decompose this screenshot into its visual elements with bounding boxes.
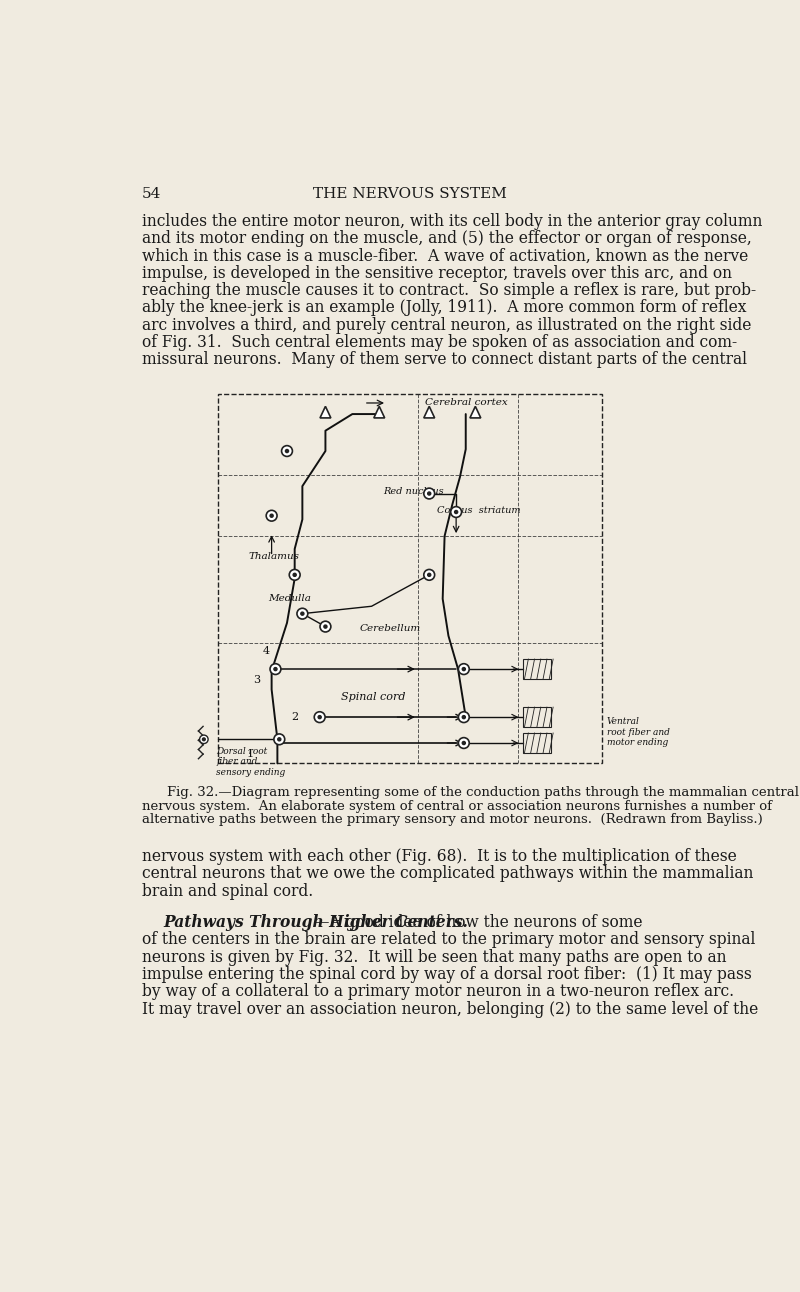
Text: nervous system.  An elaborate system of central or association neurons furnishes: nervous system. An elaborate system of c… [142,800,772,813]
Text: by way of a collateral to a primary motor neuron in a two-neuron reflex arc.: by way of a collateral to a primary moto… [142,983,734,1000]
Circle shape [450,506,462,517]
Circle shape [424,570,434,580]
Circle shape [274,734,285,744]
Text: Thalamus: Thalamus [249,552,299,561]
Circle shape [290,570,300,580]
Circle shape [314,712,325,722]
Circle shape [297,609,308,619]
Text: Corpus  striatum: Corpus striatum [437,505,521,514]
Text: impulse entering the spinal cord by way of a dorsal root fiber:  (1) It may pass: impulse entering the spinal cord by way … [142,966,752,983]
Text: nervous system with each other (Fig. 68).  It is to the multiplication of these: nervous system with each other (Fig. 68)… [142,848,737,866]
Circle shape [324,625,327,628]
Circle shape [462,742,466,744]
Text: neurons is given by Fig. 32.  It will be seen that many paths are open to an: neurons is given by Fig. 32. It will be … [142,948,726,965]
Text: Cerebellum: Cerebellum [360,624,422,633]
Circle shape [286,450,289,452]
Text: of the centers in the brain are related to the primary motor and sensory spinal: of the centers in the brain are related … [142,932,755,948]
Text: missural neurons.  Many of them serve to connect distant parts of the central: missural neurons. Many of them serve to … [142,351,747,368]
Text: Red nucleus: Red nucleus [383,487,444,496]
Text: 3: 3 [253,676,260,685]
Polygon shape [470,407,481,417]
Circle shape [301,612,304,615]
Text: Dorsal root
fiber and
sensory ending: Dorsal root fiber and sensory ending [216,747,286,776]
Circle shape [428,492,430,495]
Text: Spinal cord: Spinal cord [341,691,406,702]
Bar [523,659,551,680]
Bar [523,707,551,727]
Circle shape [428,574,430,576]
Circle shape [202,738,206,740]
Text: of Fig. 31.  Such central elements may be spoken of as association and com-: of Fig. 31. Such central elements may be… [142,335,737,351]
Polygon shape [424,407,434,417]
Text: Pathways Through Higher Centers.: Pathways Through Higher Centers. [163,913,469,930]
Text: alternative paths between the primary sensory and motor neurons.  (Redrawn from : alternative paths between the primary se… [142,813,762,826]
Text: arc involves a third, and purely central neuron, as illustrated on the right sid: arc involves a third, and purely central… [142,317,751,333]
Text: ably the knee-jerk is an example (Jolly, 1911).  A more common form of reflex: ably the knee-jerk is an example (Jolly,… [142,300,746,317]
Text: —A good idea of how the neurons of some: —A good idea of how the neurons of some [314,913,642,930]
Text: brain and spinal cord.: brain and spinal cord. [142,882,313,899]
Circle shape [270,664,281,674]
Circle shape [278,738,281,740]
Text: It may travel over an association neuron, belonging (2) to the same level of the: It may travel over an association neuron… [142,1000,758,1018]
Circle shape [458,664,470,674]
Circle shape [458,738,470,748]
Text: includes the entire motor neuron, with its cell body in the anterior gray column: includes the entire motor neuron, with i… [142,213,762,230]
Text: 4: 4 [262,646,270,655]
Circle shape [270,514,273,517]
Polygon shape [374,407,385,417]
Circle shape [458,712,470,722]
Circle shape [274,668,277,671]
Text: central neurons that we owe the complicated pathways within the mammalian: central neurons that we owe the complica… [142,866,754,882]
Circle shape [266,510,277,521]
Text: 54: 54 [142,187,162,202]
Text: Ventral
root fiber and
motor ending: Ventral root fiber and motor ending [607,717,670,747]
Circle shape [454,510,458,513]
Text: 2: 2 [291,712,298,722]
Circle shape [282,446,293,456]
Circle shape [462,668,466,671]
Text: reaching the muscle causes it to contract.  So simple a reflex is rare, but prob: reaching the muscle causes it to contrac… [142,282,756,298]
Text: 1: 1 [247,749,254,760]
Bar [218,394,602,764]
Text: THE NERVOUS SYSTEM: THE NERVOUS SYSTEM [313,187,507,202]
Circle shape [199,735,208,744]
Text: Medulla: Medulla [268,594,310,603]
Circle shape [293,574,296,576]
Circle shape [424,488,434,499]
Circle shape [318,716,322,718]
Text: Fig. 32.—Diagram representing some of the conduction paths through the mammalian: Fig. 32.—Diagram representing some of th… [166,787,798,800]
Circle shape [320,621,331,632]
Text: and its motor ending on the muscle, and (5) the effector or organ of response,: and its motor ending on the muscle, and … [142,230,752,247]
Circle shape [462,716,466,718]
Bar [523,733,551,753]
Polygon shape [320,407,331,417]
Text: which in this case is a muscle-fiber.  A wave of activation, known as the nerve: which in this case is a muscle-fiber. A … [142,248,748,265]
Text: Cerebral cortex: Cerebral cortex [426,398,508,407]
Text: impulse, is developed in the sensitive receptor, travels over this arc, and on: impulse, is developed in the sensitive r… [142,265,732,282]
